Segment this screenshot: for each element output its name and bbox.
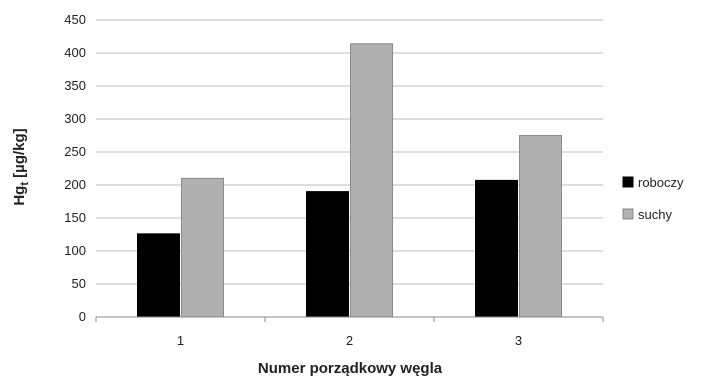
y-tick-label: 250 bbox=[64, 144, 86, 159]
y-tick-label: 200 bbox=[64, 177, 86, 192]
bar-suchy-2 bbox=[350, 43, 393, 318]
y-tick-label: 350 bbox=[64, 78, 86, 93]
legend-swatch-suchy bbox=[622, 208, 634, 220]
x-tick-labels: 1 2 3 bbox=[95, 317, 604, 348]
legend-swatch-roboczy bbox=[622, 176, 634, 188]
bar-suchy-3 bbox=[519, 135, 562, 318]
y-tick-label: 0 bbox=[79, 309, 86, 324]
y-axis-title: Hgt [µg/kg] bbox=[11, 128, 31, 205]
y-axis-title-subscript: t bbox=[19, 182, 31, 186]
y-tick-labels: 0 50 100 150 200 250 300 350 400 450 bbox=[64, 12, 86, 324]
y-axis-title-main: Hg bbox=[11, 186, 28, 206]
x-tick-label: 2 bbox=[346, 333, 353, 348]
bar-roboczy-2 bbox=[306, 191, 349, 318]
legend-label-roboczy: roboczy bbox=[638, 175, 684, 190]
y-tick-label: 100 bbox=[64, 243, 86, 258]
y-tick-label: 300 bbox=[64, 111, 86, 126]
x-axis-title: Numer porządkowy węgla bbox=[258, 360, 443, 377]
x-tick-label: 3 bbox=[515, 333, 522, 348]
legend: roboczy suchy bbox=[622, 175, 684, 222]
gridlines bbox=[96, 19, 603, 285]
y-tick-label: 400 bbox=[64, 45, 86, 60]
y-tick-label: 450 bbox=[64, 12, 86, 27]
y-tick-label: 150 bbox=[64, 210, 86, 225]
y-tick-label: 50 bbox=[72, 276, 86, 291]
bar-suchy-1 bbox=[181, 177, 224, 318]
y-axis-title-unit: [µg/kg] bbox=[11, 128, 28, 182]
bar-roboczy-1 bbox=[137, 233, 180, 318]
x-tick-label: 1 bbox=[177, 333, 184, 348]
bar-roboczy-3 bbox=[475, 179, 518, 318]
bars bbox=[137, 43, 562, 318]
legend-label-suchy: suchy bbox=[638, 207, 672, 222]
